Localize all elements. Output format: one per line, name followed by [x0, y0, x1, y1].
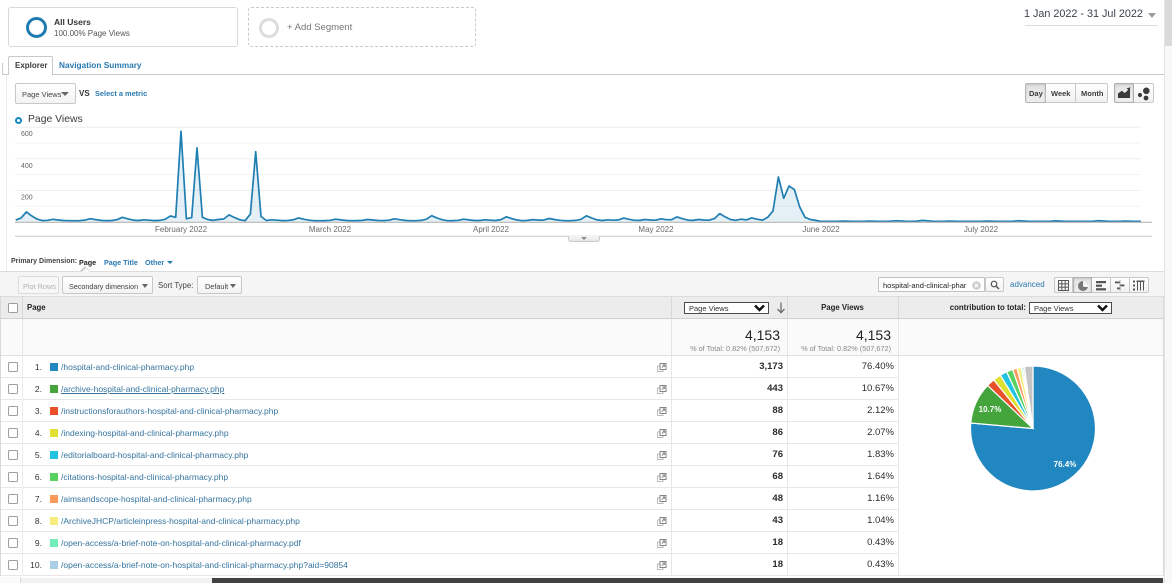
svg-text:March 2022: March 2022 — [309, 225, 352, 234]
svg-text:200: 200 — [21, 194, 33, 201]
svg-text:76.4%: 76.4% — [1054, 460, 1077, 469]
svg-text:April 2022: April 2022 — [473, 225, 510, 234]
svg-text:February 2022: February 2022 — [155, 225, 208, 234]
svg-text:400: 400 — [21, 163, 33, 170]
svg-text:July 2022: July 2022 — [964, 225, 999, 234]
svg-text:May 2022: May 2022 — [638, 225, 674, 234]
svg-text:10.7%: 10.7% — [979, 405, 1002, 414]
svg-text:600: 600 — [21, 131, 33, 138]
svg-text:June 2022: June 2022 — [802, 225, 840, 234]
